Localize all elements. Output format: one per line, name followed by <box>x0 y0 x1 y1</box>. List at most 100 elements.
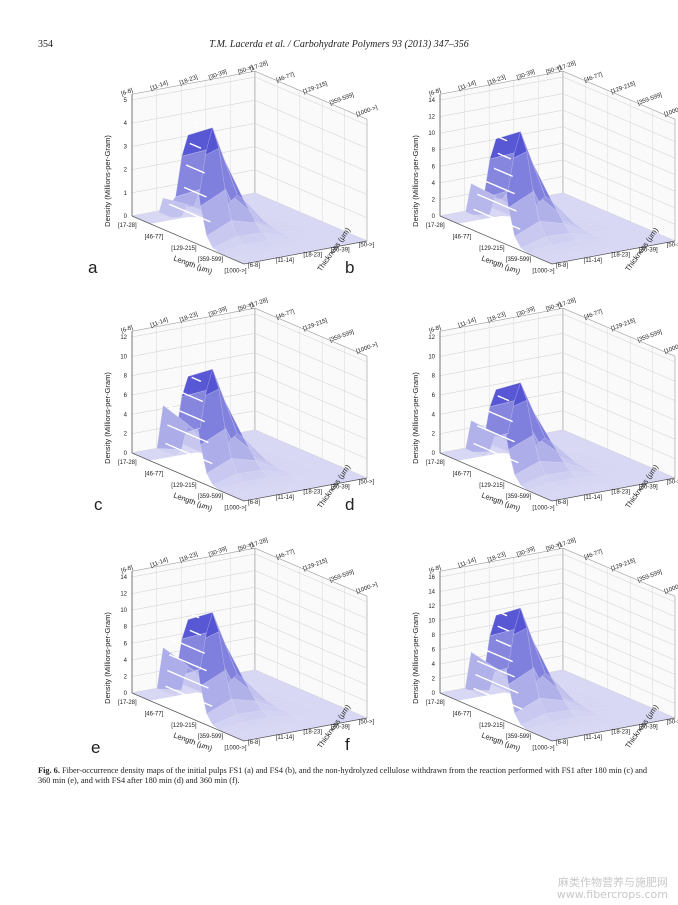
panel-letter-a: a <box>88 258 98 277</box>
top-thickness-label: [6-8] <box>429 88 443 98</box>
thickness-tick-label: [6-8] <box>248 500 260 506</box>
contour-line <box>495 639 512 647</box>
z-tick-label: 2 <box>124 674 128 680</box>
z-gridline <box>439 371 676 421</box>
contour-line <box>478 177 515 195</box>
top-length-label: [17-28] <box>249 60 269 72</box>
length-tick-label: [1000->] <box>224 746 247 752</box>
top-length-label: [1000->] <box>356 342 379 355</box>
z-tick-label: 0 <box>432 451 436 457</box>
thickness-tick-label: [11-14] <box>584 735 603 741</box>
z-tick-label: 0 <box>124 451 128 457</box>
length-axis <box>131 215 245 265</box>
length-tick-label: [46-77] <box>145 234 164 240</box>
top-length-label: [359-599] <box>637 92 663 106</box>
length-tick-label: [359-599] <box>506 734 532 740</box>
z-axis-title: Density (Millions-per-Gram) <box>103 372 112 464</box>
top-thickness-label: [50->] <box>545 302 562 313</box>
z-tick-label: 0 <box>432 691 436 697</box>
surface-chart-b: 02468101214[17-28][46-77][129-215][359-5… <box>411 60 678 276</box>
z-gridline <box>131 333 368 382</box>
top-length-label: [17-28] <box>557 60 577 72</box>
thickness-tick-label: [11-14] <box>584 258 603 264</box>
z-gridline <box>439 568 676 617</box>
thickness-tick-label: [6-8] <box>248 740 260 746</box>
z-tick-label: 8 <box>124 625 128 631</box>
top-length-label: [359-599] <box>329 329 355 343</box>
caption-text: Fiber-occurrence density maps of the ini… <box>38 766 648 785</box>
z-axis-title: Density (Millions-per-Gram) <box>411 612 420 704</box>
length-tick-label: [129-215] <box>171 723 197 729</box>
top-length-label: [46-77] <box>276 309 296 321</box>
z-tick-label: 10 <box>120 354 127 360</box>
top-thickness-label: [6-8] <box>429 565 443 575</box>
top-thickness-label: [6-8] <box>121 565 135 575</box>
z-tick-label: 5 <box>124 98 128 104</box>
z-gridline <box>439 313 676 363</box>
z-tick-label: 16 <box>428 575 435 581</box>
panel-letter-d: d <box>345 495 355 514</box>
z-tick-label: 14 <box>428 98 435 104</box>
contour-line <box>475 673 519 694</box>
z-gridline <box>131 603 368 652</box>
z-tick-label: 10 <box>428 131 435 137</box>
thickness-axis <box>551 477 676 502</box>
thickness-tick-label: [18-23] <box>611 730 630 736</box>
z-tick-label: 14 <box>428 590 435 596</box>
contour-line <box>473 687 523 710</box>
density-surface <box>439 598 676 742</box>
density-surface <box>131 358 368 502</box>
page-number: 354 <box>38 39 53 50</box>
z-gridline <box>131 123 368 172</box>
surface-chart-a: 012345[17-28][46-77][129-215][359-599][1… <box>103 60 379 276</box>
thickness-axis <box>243 240 368 265</box>
z-gridline <box>439 109 676 159</box>
z-gridline <box>439 597 676 646</box>
z-tick-label: 6 <box>432 393 436 399</box>
thickness-tick-label: [18-23] <box>611 253 630 259</box>
contour-line <box>183 186 207 198</box>
panel-letter-c: c <box>94 495 103 514</box>
length-axis <box>131 692 245 742</box>
z-gridline <box>131 352 368 401</box>
z-tick-label: 8 <box>124 374 128 380</box>
contour-line <box>189 142 202 149</box>
chart-panel-e: 0 2 4 6 8 10 12 14 [17-28] [46-77] [129-215] [359-5… <box>80 537 380 760</box>
z-gridline <box>131 146 368 195</box>
contour-line <box>499 136 508 142</box>
length-axis <box>439 215 553 265</box>
contour-line <box>168 203 211 223</box>
z-tick-label: 2 <box>432 677 436 683</box>
z-axis-title: Density (Millions-per-Gram) <box>411 372 420 464</box>
density-surface <box>131 611 368 742</box>
contour-line <box>473 442 519 464</box>
density-surface <box>131 121 368 265</box>
z-gridline <box>131 371 368 421</box>
z-gridline <box>439 143 676 192</box>
contour-line <box>185 164 205 174</box>
thickness-tick-label: [30-39] <box>331 724 350 730</box>
z-tick-label: 6 <box>432 164 436 170</box>
z-tick-label: 6 <box>432 648 436 654</box>
z-axis-title: Density (Millions-per-Gram) <box>103 135 112 227</box>
top-length-label: [17-28] <box>249 537 269 549</box>
length-tick-label: [17-28] <box>118 460 137 466</box>
z-tick-label: 2 <box>124 168 128 174</box>
thickness-tick-label: [50->] <box>359 242 375 248</box>
z-tick-label: 12 <box>120 335 127 341</box>
surface-chart-e: 02468101214[17-28][46-77][129-215][359-5… <box>103 537 379 753</box>
top-thickness-label: [11-14] <box>458 80 477 92</box>
z-gridline <box>439 352 676 401</box>
top-thickness-label: [50->] <box>545 65 562 76</box>
top-thickness-label: [11-14] <box>150 317 169 329</box>
z-tick-label: 3 <box>124 144 128 150</box>
chart-panel-b: 0 2 4 6 8 10 12 14 [17-28] [46-77] [129-215] [359-5… <box>388 60 678 283</box>
contour-line <box>172 388 204 403</box>
top-thickness-label: [11-14] <box>458 557 477 569</box>
z-tick-label: 0 <box>124 214 128 220</box>
watermark-url: www.fibercrops.com <box>556 888 668 901</box>
contour-line <box>493 167 513 177</box>
top-length-label: [46-77] <box>276 549 296 561</box>
top-length-label: [1000->] <box>664 105 678 118</box>
thickness-tick-label: [18-23] <box>303 253 322 259</box>
